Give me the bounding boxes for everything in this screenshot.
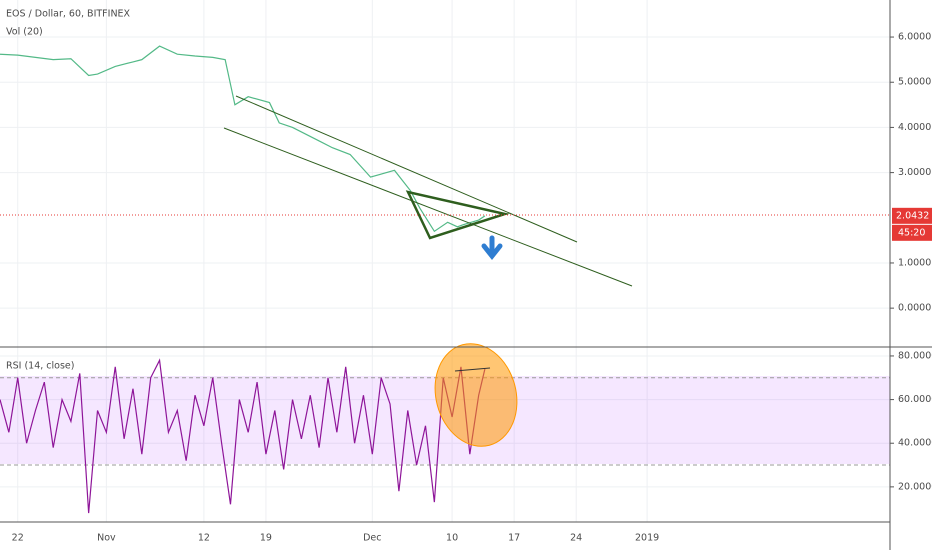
y-tick-label: 60.0000: [898, 394, 932, 405]
x-tick-label: 22: [12, 533, 24, 544]
y-tick-label: 5.0000: [898, 77, 931, 88]
indicator-title: RSI (14, close): [6, 361, 74, 372]
y-tick-label: 1.0000: [898, 257, 931, 268]
series-line: [0, 45, 486, 233]
x-tick-label: Dec: [363, 533, 381, 544]
price-badge: [892, 207, 932, 224]
countdown-label: 45:20: [898, 227, 925, 238]
indicator-title: Vol (20): [6, 27, 43, 38]
x-tick-label: 17: [508, 533, 520, 544]
drawings: [0, 95, 890, 447]
y-tick-label: 80.0000: [898, 350, 932, 361]
x-tick-label: 2019: [635, 533, 659, 544]
countdown-badge: [892, 224, 932, 241]
x-tick-label: 24: [570, 533, 582, 544]
chart-title: EOS / Dollar, 60, BITFINEX: [6, 9, 131, 20]
x-tick-label: 12: [198, 533, 210, 544]
y-tick-label: 6.0000: [898, 32, 931, 43]
y-tick-label: 20.0000: [898, 481, 932, 492]
x-tick-label: Nov: [97, 533, 116, 544]
x-tick-label: 19: [260, 533, 272, 544]
price-label: 2.0432: [896, 210, 929, 221]
series-line: [0, 358, 486, 514]
y-tick-label: 40.0000: [898, 438, 932, 449]
y-tick-label: 4.0000: [898, 122, 931, 133]
arrow: [481, 235, 503, 261]
y-tick-label: 0.0000: [898, 303, 931, 314]
y-tick-label: 3.0000: [898, 167, 931, 178]
x-tick-label: 10: [446, 533, 458, 544]
